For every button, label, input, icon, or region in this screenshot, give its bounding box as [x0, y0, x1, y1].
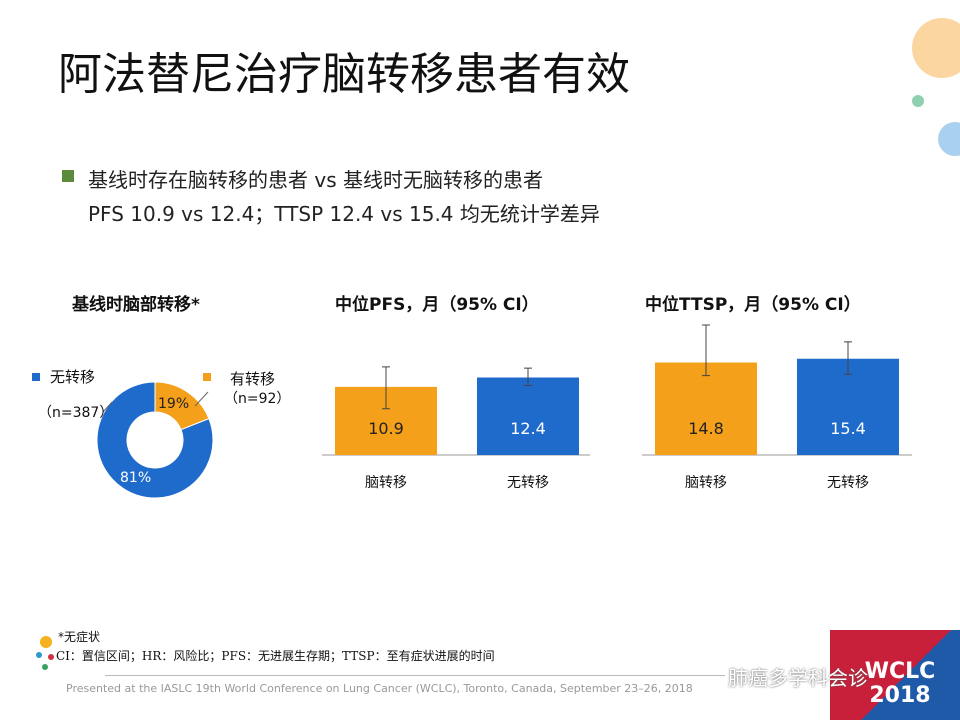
wclc-logo: WCLC 2018 — [830, 630, 960, 720]
lightbulb-logo-icon — [36, 628, 58, 678]
slide-title: 阿法替尼治疗脑转移患者有效 — [58, 49, 630, 100]
watermark: 肺癌多学科会诊 — [728, 666, 868, 690]
bar — [477, 377, 579, 455]
pfs-title: 中位PFS，月（95% CI） — [335, 295, 539, 315]
legend-orange-icon — [203, 373, 211, 381]
pct-no-meta: 81% — [120, 470, 152, 486]
donut-chart — [96, 381, 214, 499]
leader-line — [102, 401, 113, 413]
category-label: 无转移 — [507, 475, 549, 491]
category-label: 无转移 — [827, 475, 869, 491]
legend-meta-n: （n=92） — [224, 391, 291, 407]
legend-no-meta: 无转移 — [50, 368, 96, 386]
bullet-line-2: PFS 10.9 vs 12.4；TTSP 12.4 vs 15.4 均无统计学… — [88, 202, 600, 226]
category-label: 脑转移 — [685, 475, 727, 491]
footer-text: Presented at the IASLC 19th World Confer… — [66, 682, 693, 695]
leader-line — [194, 391, 209, 407]
decor-circle-green — [912, 95, 924, 107]
bar-value-label: 15.4 — [830, 419, 866, 438]
footnote-1: *无症状 — [58, 630, 101, 644]
footnote-2: CI：置信区间；HR：风险比；PFS：无进展生存期；TTSP：至有症状进展的时间 — [56, 649, 495, 663]
pct-meta: 19% — [158, 396, 190, 412]
decor-circle-orange — [912, 18, 960, 78]
legend-meta: 有转移 — [230, 370, 276, 388]
donut-slice — [96, 381, 214, 499]
bar-value-label: 12.4 — [510, 419, 546, 438]
bullet-icon — [62, 170, 74, 182]
decor-circle-blue — [938, 122, 960, 156]
legend-blue-icon — [32, 373, 40, 381]
bullet-line-1: 基线时存在脑转移的患者 vs 基线时无脑转移的患者 — [88, 168, 543, 192]
footer-divider — [105, 675, 725, 676]
bar-value-label: 14.8 — [688, 419, 724, 438]
bar — [655, 362, 757, 455]
legend-no-meta-n: （n=387） — [38, 405, 114, 421]
ttsp-title: 中位TTSP，月（95% CI） — [645, 295, 861, 315]
category-label: 脑转移 — [365, 475, 407, 491]
pie-title: 基线时脑部转移* — [72, 295, 200, 315]
bar-value-label: 10.9 — [368, 419, 404, 438]
bar-charts — [322, 324, 912, 456]
